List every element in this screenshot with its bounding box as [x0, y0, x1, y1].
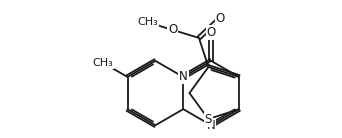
- Text: CH₃: CH₃: [137, 17, 158, 27]
- Text: O: O: [215, 12, 225, 25]
- Text: S: S: [205, 113, 212, 126]
- Text: N: N: [207, 119, 215, 132]
- Text: CH₃: CH₃: [93, 58, 113, 68]
- Text: O: O: [168, 23, 177, 36]
- Text: O: O: [207, 26, 216, 39]
- Text: N: N: [179, 71, 188, 83]
